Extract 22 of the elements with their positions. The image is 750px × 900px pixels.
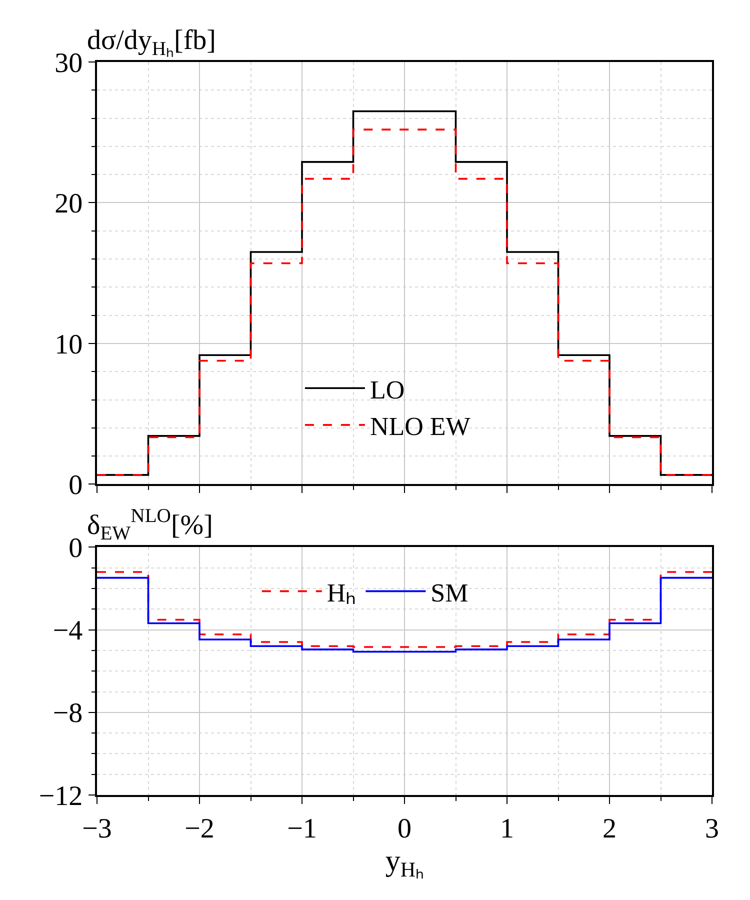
x-tick-label: −3 — [82, 813, 112, 844]
y-tick-label: 0 — [68, 533, 83, 564]
legend-label: SM — [430, 578, 468, 608]
legend-label: NLO EW — [370, 412, 471, 442]
y-tick-label: 30 — [54, 48, 83, 79]
x-tick-label: 2 — [602, 813, 616, 844]
y-axis-title: δ$_{EW}$$^{NLO}$[%] — [87, 506, 213, 545]
legend-label: LO — [370, 375, 405, 404]
y-tick-label: −4 — [52, 616, 83, 647]
y-axis-title: dσ/dy$_{Hₕ}$[fb] — [87, 25, 216, 60]
x-tick-label: −1 — [287, 813, 317, 844]
legend-label: Hₕ — [326, 578, 356, 608]
y-tick-label: −12 — [38, 780, 83, 812]
x-tick-label: −2 — [184, 813, 214, 844]
y-tick-label: 20 — [54, 188, 83, 220]
y-tick-label: −8 — [52, 698, 83, 730]
x-tick-label: 0 — [398, 813, 412, 844]
y-tick-label: 0 — [68, 470, 83, 502]
x-axis-title: y$_{Hₕ}$ — [385, 844, 424, 882]
y-tick-label: 10 — [54, 329, 83, 360]
x-tick-label: 3 — [705, 813, 719, 844]
x-tick-label: 1 — [500, 813, 514, 844]
